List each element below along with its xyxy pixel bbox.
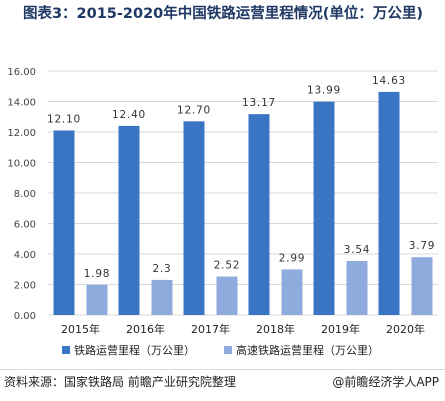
y-tick-label: 4.00: [14, 250, 36, 261]
bar: [378, 91, 400, 315]
data-label: 13.99: [307, 85, 341, 97]
y-tick-label: 0.00: [14, 311, 36, 322]
data-label: 14.63: [372, 75, 406, 87]
data-label: 1.98: [84, 268, 111, 280]
data-label: 3.54: [344, 244, 371, 256]
x-tick-label: 2020年: [386, 322, 425, 336]
bar: [151, 279, 173, 315]
y-tick-label: 2.00: [14, 281, 36, 292]
x-tick-label: 2019年: [321, 322, 360, 336]
y-tick-label: 6.00: [14, 220, 36, 231]
y-tick-label: 16.00: [7, 67, 36, 78]
bar: [281, 269, 303, 315]
y-tick-label: 12.00: [7, 128, 36, 139]
x-tick-label: 2015年: [61, 322, 100, 336]
bar: [118, 125, 140, 316]
chart-title: 图表3：2015-2020年中国铁路运营里程情况(单位：万公里): [22, 6, 424, 22]
data-label: 3.79: [409, 240, 436, 252]
y-tick-label: 8.00: [14, 189, 36, 200]
legend-swatch: [224, 346, 232, 354]
y-tick-label: 10.00: [7, 159, 36, 170]
x-tick-label: 2018年: [256, 322, 295, 336]
data-label: 12.10: [47, 113, 81, 125]
bar: [53, 130, 75, 315]
bar: [313, 101, 335, 315]
source-note: 资料来源：国家铁路局 前瞻产业研究院整理: [4, 375, 236, 389]
x-tick-label: 2017年: [191, 322, 230, 336]
bar: [411, 257, 433, 315]
data-label: 2.99: [279, 252, 306, 264]
legend-label: 高速铁路运营里程（万公里）: [236, 343, 379, 357]
y-tick-label: 14.00: [7, 98, 36, 109]
bar-chart: 0.00 2.00 4.00 6.00 8.00 10.00 12.00 14.00 16.00…: [7, 67, 438, 357]
legend-label: 铁路运营里程（万公里）: [74, 343, 195, 357]
bar: [86, 284, 108, 315]
bar: [346, 261, 368, 315]
data-label: 2.52: [214, 260, 241, 272]
legend-swatch: [62, 346, 70, 354]
data-label: 13.17: [242, 97, 276, 109]
footer-divider: [0, 369, 445, 370]
x-tick-label: 2016年: [126, 322, 165, 336]
bar: [216, 276, 238, 315]
data-label: 12.40: [112, 109, 146, 121]
bar: [183, 121, 205, 315]
bar: [248, 114, 270, 315]
data-label: 2.3: [152, 263, 171, 275]
credit-note: @前瞻经济学人APP: [332, 375, 439, 389]
data-label: 12.70: [177, 104, 211, 116]
